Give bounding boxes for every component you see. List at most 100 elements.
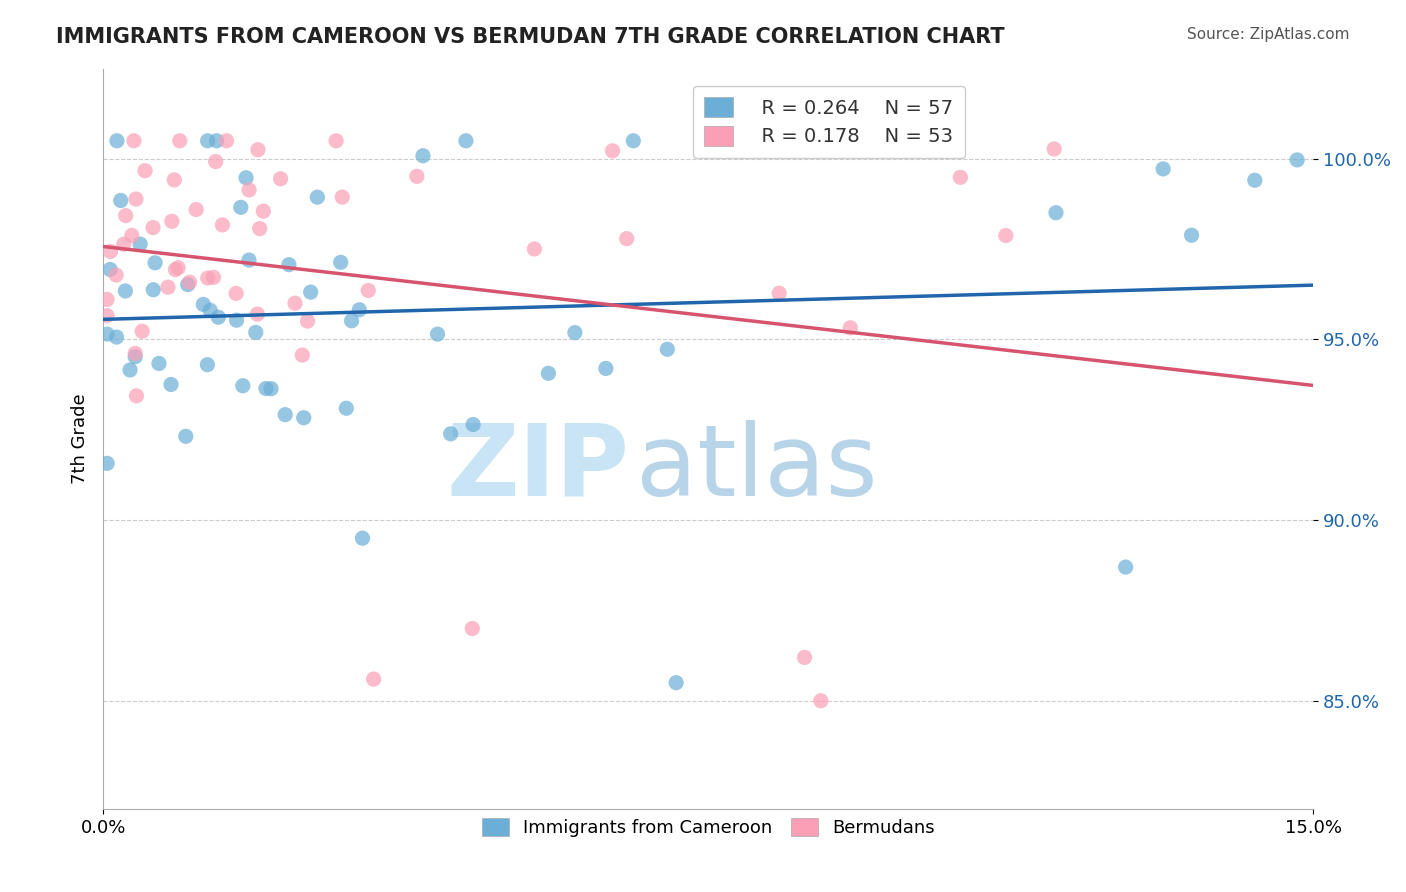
Point	[270, 171, 292, 186]
Point	[211, 218, 233, 232]
Point	[299, 285, 322, 299]
Point	[179, 275, 201, 289]
Point	[125, 192, 148, 206]
Point	[291, 348, 314, 362]
Point	[621, 134, 644, 148]
Text: IMMIGRANTS FROM CAMEROON VS BERMUDAN 7TH GRADE CORRELATION CHART: IMMIGRANTS FROM CAMEROON VS BERMUDAN 7TH…	[56, 27, 1005, 46]
Point	[274, 408, 297, 422]
Point	[616, 232, 638, 246]
Point	[169, 134, 191, 148]
Point	[225, 286, 247, 301]
Point	[412, 149, 434, 163]
Point	[96, 456, 118, 470]
Point	[195, 358, 218, 372]
Point	[245, 326, 267, 340]
Point	[330, 190, 353, 204]
Point	[793, 650, 815, 665]
Point	[207, 310, 229, 325]
Point	[204, 154, 226, 169]
Point	[124, 346, 146, 360]
Point	[96, 327, 118, 342]
Point	[167, 260, 190, 275]
Point	[1115, 560, 1137, 574]
Point	[200, 303, 222, 318]
Text: Source: ZipAtlas.com: Source: ZipAtlas.com	[1187, 27, 1350, 42]
Point	[297, 314, 319, 328]
Point	[246, 143, 269, 157]
Point	[197, 134, 219, 148]
Point	[193, 297, 215, 311]
Point	[105, 330, 128, 344]
Point	[114, 209, 136, 223]
Point	[537, 366, 560, 380]
Point	[252, 204, 274, 219]
Point	[277, 258, 299, 272]
Point	[129, 237, 152, 252]
Point	[98, 262, 121, 277]
Point	[260, 382, 283, 396]
Point	[143, 256, 166, 270]
Point	[118, 363, 141, 377]
Point	[352, 531, 374, 545]
Point	[122, 134, 145, 148]
Point	[810, 694, 832, 708]
Point	[249, 221, 271, 235]
Point	[232, 378, 254, 392]
Point	[197, 271, 219, 285]
Point	[229, 200, 252, 214]
Point	[121, 228, 143, 243]
Point	[349, 302, 371, 317]
Point	[114, 284, 136, 298]
Point	[163, 173, 186, 187]
Point	[205, 134, 228, 148]
Point	[839, 321, 862, 335]
Point	[426, 327, 449, 342]
Point	[454, 134, 477, 148]
Point	[1180, 228, 1202, 243]
Point	[657, 343, 679, 357]
Point	[1045, 205, 1067, 219]
Point	[124, 350, 146, 364]
Point	[96, 309, 118, 323]
Point	[110, 194, 132, 208]
Point	[1043, 142, 1066, 156]
Point	[1286, 153, 1309, 167]
Point	[160, 214, 183, 228]
Point	[238, 253, 260, 268]
Point	[156, 280, 179, 294]
Point	[340, 314, 363, 328]
Point	[284, 296, 307, 310]
Point	[134, 163, 156, 178]
Point	[329, 255, 352, 269]
Point	[100, 244, 122, 259]
Point	[357, 284, 380, 298]
Point	[523, 242, 546, 256]
Point	[235, 170, 257, 185]
Point	[292, 410, 315, 425]
Point	[994, 228, 1017, 243]
Text: atlas: atlas	[636, 420, 877, 517]
Point	[105, 134, 128, 148]
Point	[160, 377, 183, 392]
Point	[177, 277, 200, 292]
Point	[131, 324, 153, 338]
Text: ZIP: ZIP	[447, 420, 630, 517]
Point	[405, 169, 427, 184]
Point	[949, 170, 972, 185]
Point	[165, 262, 187, 277]
Point	[325, 134, 347, 148]
Point	[148, 356, 170, 370]
Point	[225, 313, 247, 327]
Point	[595, 361, 617, 376]
Point	[307, 190, 329, 204]
Point	[463, 417, 485, 432]
Point	[335, 401, 357, 416]
Legend: Immigrants from Cameroon, Bermudans: Immigrants from Cameroon, Bermudans	[474, 811, 942, 845]
Point	[202, 270, 225, 285]
Point	[186, 202, 208, 217]
Point	[125, 389, 148, 403]
Point	[105, 268, 128, 282]
Point	[768, 286, 790, 301]
Point	[254, 382, 277, 396]
Point	[174, 429, 197, 443]
